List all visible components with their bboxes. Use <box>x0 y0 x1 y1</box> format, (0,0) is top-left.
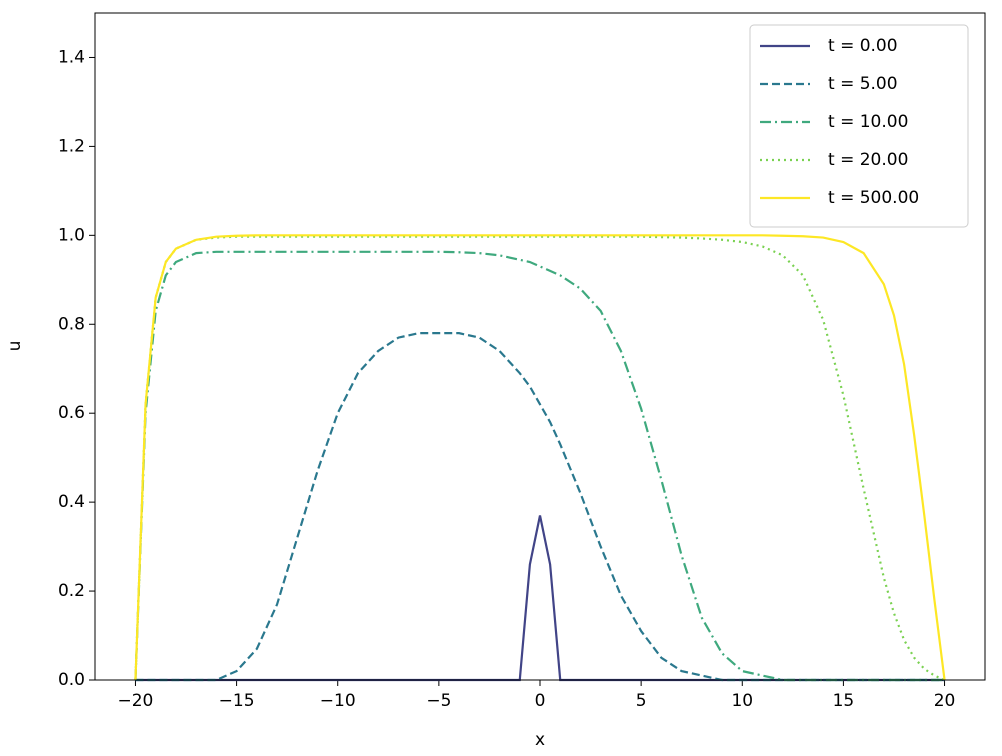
legend-label: t = 5.00 <box>828 74 898 94</box>
y-tick-label: 1.4 <box>58 47 85 67</box>
legend-label: t = 0.00 <box>828 36 898 56</box>
legend-label: t = 20.00 <box>828 150 908 170</box>
data-line <box>135 515 945 682</box>
x-tick-label: 15 <box>833 691 855 711</box>
x-axis-label: x <box>535 730 545 750</box>
y-axis-label: u <box>5 341 25 352</box>
x-tick-label: 0 <box>535 691 546 711</box>
x-tick-label: 10 <box>731 691 753 711</box>
legend-box <box>749 24 969 228</box>
y-tick-label: 1.0 <box>58 225 85 245</box>
legend-label: t = 500.00 <box>828 188 919 208</box>
x-tick-label: −5 <box>426 691 451 711</box>
x-tick-label: 20 <box>934 691 956 711</box>
y-tick-label: 0.2 <box>58 581 85 601</box>
data-line <box>134 235 945 682</box>
data-line <box>135 332 945 682</box>
x-tick-label: −20 <box>118 691 154 711</box>
y-tick-label: 0.4 <box>58 492 85 512</box>
y-tick-label: 1.2 <box>58 136 85 156</box>
y-tick-label: 0.6 <box>58 403 85 423</box>
x-tick-label: −10 <box>320 691 356 711</box>
x-tick-label: 5 <box>636 691 647 711</box>
legend-label: t = 10.00 <box>828 112 908 132</box>
data-line <box>134 250 945 682</box>
x-tick-label: −15 <box>219 691 255 711</box>
data-line <box>134 234 946 681</box>
y-tick-label: 0.0 <box>58 670 85 690</box>
y-tick-label: 0.8 <box>58 314 85 334</box>
plot-frame <box>94 12 986 681</box>
